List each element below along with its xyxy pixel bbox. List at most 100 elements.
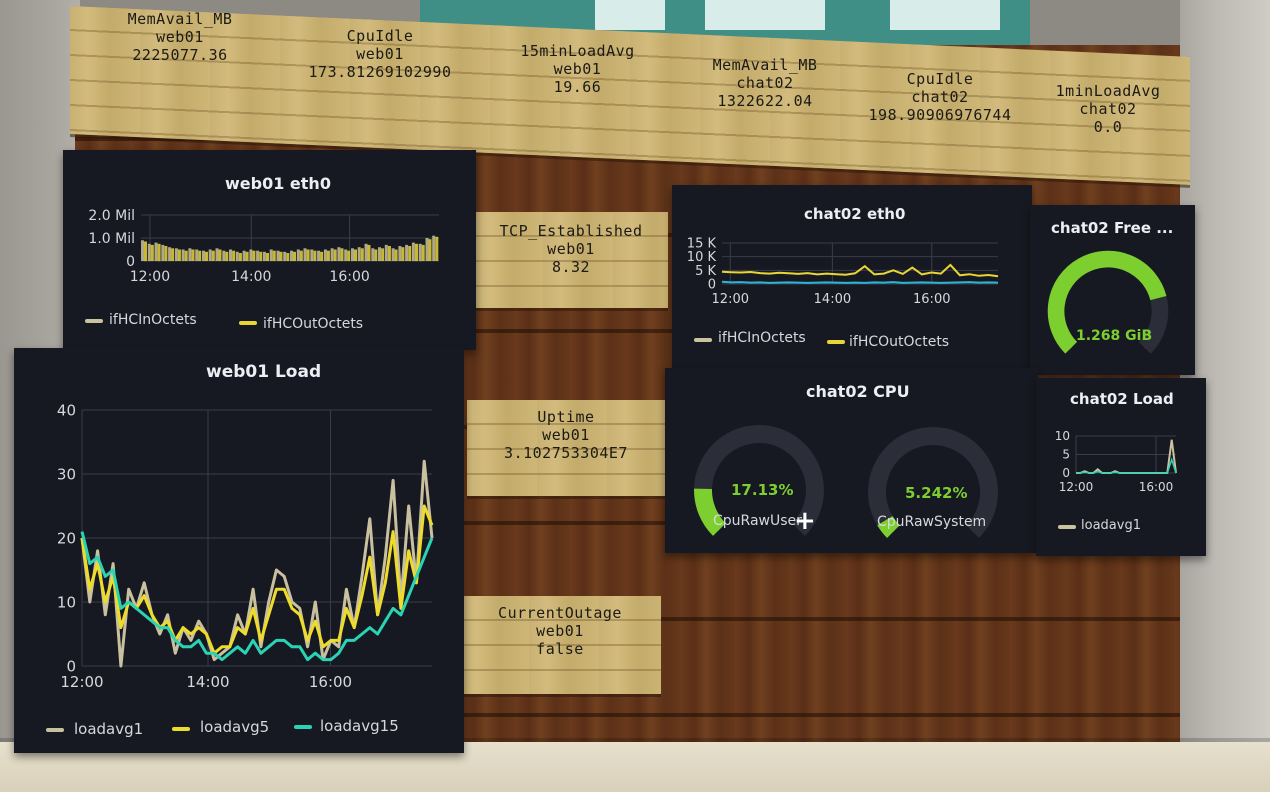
- bar-ifHCOutOctets: [238, 253, 242, 261]
- bar-ifHCOutOctets: [157, 243, 161, 262]
- sign-memavail-chat02: MemAvail_MB chat02 1322622.04: [712, 56, 818, 110]
- panel-title: chat02 eth0: [804, 205, 906, 223]
- y-tick-label: 5 K: [695, 264, 716, 279]
- bar-ifHCOutOctets: [313, 250, 317, 261]
- bar-ifHCInOctets: [310, 249, 314, 261]
- bar-ifHCInOctets: [181, 249, 185, 261]
- bar-ifHCOutOctets: [245, 251, 249, 261]
- panel-chat02-cpu: chat02 CPU 17.13% CpuRawUser 5.242% CpuR…: [665, 368, 1038, 553]
- bar-ifHCInOctets: [323, 249, 327, 261]
- panel-chat02-free: chat02 Free ... 1.268 GiB: [1030, 205, 1195, 375]
- series-loadavg15: [80, 531, 434, 662]
- bar-ifHCInOctets: [195, 249, 199, 261]
- series-loadavg5: [80, 504, 434, 655]
- legend-swatch-loadavg5: [172, 727, 190, 731]
- bar-ifHCOutOctets: [354, 249, 357, 261]
- bar-ifHCOutOctets: [184, 250, 188, 261]
- series-ifHCInOctets: [721, 280, 999, 284]
- bar-ifHCInOctets: [168, 247, 172, 261]
- bar-ifHCInOctets: [262, 251, 266, 261]
- y-tick-label: 40: [57, 401, 76, 419]
- y-tick-label: 30: [57, 465, 76, 483]
- x-tick-label: 12:00: [1059, 480, 1094, 494]
- bar-ifHCOutOctets: [394, 249, 398, 261]
- bar-ifHCInOctets: [296, 249, 300, 261]
- bar-ifHCInOctets: [147, 243, 151, 262]
- bar-ifHCOutOctets: [401, 247, 405, 261]
- bar-ifHCInOctets: [391, 248, 395, 261]
- bar-ifHCInOctets: [256, 250, 260, 261]
- chat02-load-chart: 10 5 012:00 16:00: [1055, 429, 1177, 494]
- bar-ifHCOutOctets: [232, 250, 236, 261]
- bar-ifHCInOctets: [303, 248, 307, 261]
- y-tick-label: 0: [126, 254, 135, 270]
- sign-tcp-web01: TCP_Established web01 8.32: [499, 222, 643, 276]
- legend-swatch-out: [239, 321, 257, 325]
- bar-ifHCInOctets: [290, 250, 293, 261]
- panel-title: chat02 CPU: [806, 382, 910, 401]
- bar-ifHCInOctets: [378, 247, 381, 261]
- bar-ifHCInOctets: [432, 235, 436, 261]
- bar-ifHCOutOctets: [164, 246, 168, 261]
- legend-label-in: ifHCInOctets: [718, 330, 806, 346]
- bar-ifHCInOctets: [276, 250, 280, 261]
- legend-label-out: ifHCOutOctets: [849, 334, 950, 350]
- y-tick-label: 5: [1062, 448, 1070, 462]
- bar-ifHCOutOctets: [347, 250, 351, 261]
- panel-web01-eth0: web01 eth0 2.0 Mil 1.0 Mil 0 12:00 14:00 16:0…: [63, 150, 476, 350]
- legend-label-in: ifHCInOctets: [109, 312, 197, 328]
- bar-ifHCInOctets: [174, 248, 178, 261]
- x-tick-label: 12:00: [712, 292, 749, 307]
- bar-ifHCOutOctets: [326, 250, 330, 261]
- y-tick-label: 1.0 Mil: [88, 231, 135, 247]
- gauge-system-value: 5.242%: [905, 484, 968, 502]
- panel-title: chat02 Free ...: [1051, 219, 1174, 237]
- legend-swatch-in: [85, 319, 103, 323]
- bar-ifHCInOctets: [229, 249, 232, 261]
- bar-ifHCOutOctets: [177, 249, 181, 261]
- x-tick-label: 16:00: [309, 673, 352, 691]
- bar-ifHCOutOctets: [272, 250, 276, 261]
- bar-ifHCOutOctets: [408, 246, 412, 261]
- x-tick-label: 14:00: [231, 269, 271, 285]
- bar-ifHCInOctets: [344, 249, 348, 261]
- legend-label-loadavg5: loadavg5: [200, 718, 270, 736]
- outage-sign-board: [459, 596, 661, 694]
- sign-cpuidle-web01: CpuIdle web01 173.81269102990: [308, 27, 452, 81]
- bar-ifHCInOctets: [398, 246, 402, 261]
- bar-ifHCOutOctets: [225, 251, 229, 261]
- x-tick-label: 14:00: [186, 673, 229, 691]
- y-tick-label: 10: [1055, 429, 1070, 443]
- bar-ifHCOutOctets: [191, 249, 195, 261]
- bar-ifHCInOctets: [330, 248, 334, 261]
- x-tick-label: 12:00: [130, 269, 170, 285]
- bar-ifHCOutOctets: [205, 251, 208, 261]
- bar-ifHCInOctets: [384, 244, 388, 261]
- gauge-value: 1.268 GiB: [1076, 328, 1153, 344]
- cpu-system-gauge-fill: [877, 515, 900, 538]
- bar-ifHCInOctets: [208, 249, 212, 261]
- y-tick-label: 0: [708, 278, 716, 293]
- bar-ifHCInOctets: [351, 248, 354, 261]
- gauge-system-label: CpuRawSystem: [877, 514, 987, 530]
- x-tick-label: 12:00: [60, 673, 103, 691]
- bar-ifHCOutOctets: [421, 244, 425, 261]
- bar-ifHCInOctets: [357, 247, 361, 261]
- bar-ifHCInOctets: [425, 238, 429, 261]
- chat02-cpu-gauges: [694, 425, 998, 538]
- bar-ifHCOutOctets: [374, 249, 378, 261]
- bar-ifHCInOctets: [411, 242, 415, 261]
- web01-load-chart: 40 30 20 10 012:00 14:00 16:00: [57, 401, 434, 691]
- sign-uptime-web01: Uptime web01 3.102753304E7: [504, 408, 628, 462]
- bar-ifHCInOctets: [141, 240, 144, 261]
- panel-web01-load: web01 Load 40 30 20 10 0 12:00 14:00 16:00 load…: [14, 348, 464, 753]
- free-gauge-fill: [1047, 250, 1167, 354]
- bar-ifHCInOctets: [269, 249, 273, 261]
- y-tick-label: 2.0 Mil: [88, 208, 135, 224]
- bar-ifHCOutOctets: [360, 248, 364, 261]
- bar-ifHCOutOctets: [381, 248, 385, 261]
- legend-label-out: ifHCOutOctets: [263, 316, 364, 332]
- bar-ifHCInOctets: [154, 242, 158, 261]
